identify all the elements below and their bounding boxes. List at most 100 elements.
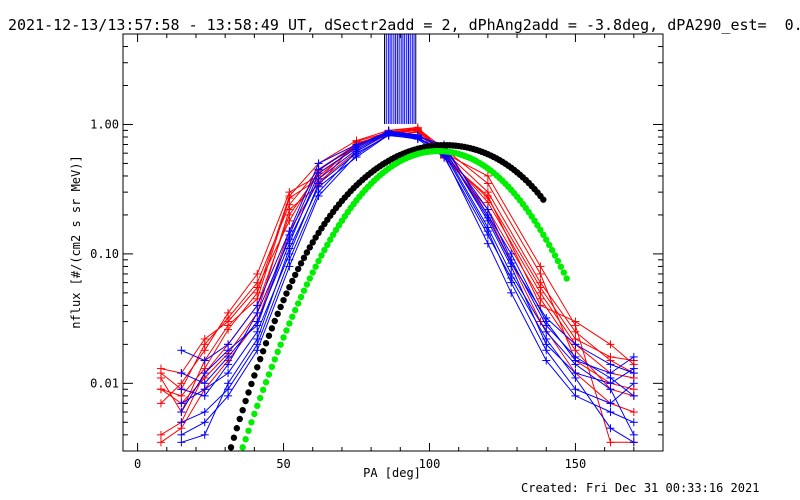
chart-title: 2021-12-13/13:57:58 - 13:58:49 UT, dSect… xyxy=(8,16,800,34)
data-point xyxy=(483,213,492,222)
series-layer xyxy=(156,34,638,451)
fit-point xyxy=(274,310,281,318)
fit-point xyxy=(543,236,550,243)
series-line xyxy=(160,129,634,443)
data-point xyxy=(156,385,165,394)
data-point xyxy=(384,127,393,136)
data-point xyxy=(483,223,492,232)
fit-point xyxy=(289,313,296,320)
data-point xyxy=(606,438,615,447)
data-point xyxy=(483,205,492,214)
data-point xyxy=(314,165,323,174)
fit-point xyxy=(292,306,299,314)
fit-point xyxy=(551,252,559,259)
data-point xyxy=(156,373,165,382)
fit-point xyxy=(294,300,302,307)
data-point xyxy=(571,352,580,361)
fit-point xyxy=(248,380,255,388)
data-point xyxy=(483,194,492,203)
data-point xyxy=(629,352,638,361)
data-point xyxy=(629,379,638,388)
data-point xyxy=(200,369,209,378)
fit-point xyxy=(259,386,267,394)
fit-point xyxy=(534,222,541,229)
series-line xyxy=(181,131,635,384)
data-point xyxy=(177,430,186,439)
data-point xyxy=(177,399,186,408)
fit-point xyxy=(271,317,278,325)
fit-point xyxy=(283,327,290,334)
fit-point xyxy=(242,397,249,405)
data-point xyxy=(285,205,294,214)
data-point xyxy=(483,171,492,180)
fit-point xyxy=(259,348,267,355)
fit-point xyxy=(274,348,281,356)
data-point xyxy=(200,408,209,417)
data-point xyxy=(542,313,551,322)
data-point xyxy=(253,308,262,317)
fit-point xyxy=(560,269,567,276)
data-point xyxy=(253,321,262,330)
data-point xyxy=(536,283,545,292)
data-point xyxy=(629,418,638,427)
fit-point xyxy=(303,249,311,256)
x-tick-label: 150 xyxy=(565,457,587,471)
data-point xyxy=(253,335,262,344)
fit-point xyxy=(309,239,316,246)
fit-point xyxy=(254,364,261,371)
fit-point xyxy=(545,241,553,249)
series-line xyxy=(181,134,635,443)
x-tick-label: 100 xyxy=(419,457,441,471)
data-point xyxy=(224,369,233,378)
fit-point xyxy=(563,275,570,282)
data-point xyxy=(629,438,638,447)
fit-point xyxy=(230,434,238,441)
data-point xyxy=(224,360,233,369)
fit-point xyxy=(242,436,249,443)
fit-point xyxy=(537,226,544,234)
fit-point xyxy=(315,229,322,237)
data-point xyxy=(571,360,580,369)
data-point xyxy=(156,430,165,439)
fit-point xyxy=(318,252,325,259)
data-point xyxy=(571,321,580,330)
fit-point xyxy=(292,271,299,279)
fit-point xyxy=(283,290,290,297)
x-axis-label: PA [deg] xyxy=(363,466,421,480)
data-point xyxy=(629,369,638,378)
fit-point xyxy=(324,241,331,249)
fit-point xyxy=(271,356,278,363)
data-point xyxy=(571,340,580,349)
data-point xyxy=(413,130,422,139)
data-point xyxy=(253,301,262,310)
data-point xyxy=(253,283,262,292)
data-point xyxy=(606,340,615,349)
series-line xyxy=(181,131,635,397)
data-point xyxy=(536,262,545,271)
fit-point xyxy=(300,254,308,262)
axes-layer: 0 50 100 150 0.01 0.10 1.00 xyxy=(90,33,663,471)
data-point xyxy=(253,346,262,355)
data-point xyxy=(156,438,165,447)
data-point xyxy=(285,262,294,271)
data-point xyxy=(177,408,186,417)
data-point xyxy=(177,438,186,447)
series-line xyxy=(160,126,634,397)
fit-point xyxy=(245,389,252,396)
data-point xyxy=(542,335,551,344)
data-point xyxy=(507,274,516,283)
fit-point xyxy=(280,296,287,304)
data-point xyxy=(536,269,545,278)
data-point xyxy=(224,346,233,355)
data-point xyxy=(224,391,233,400)
data-point xyxy=(200,335,209,344)
data-point xyxy=(629,430,638,439)
data-point xyxy=(606,408,615,417)
data-point xyxy=(542,321,551,330)
data-point xyxy=(629,391,638,400)
data-point xyxy=(285,244,294,253)
data-point xyxy=(314,174,323,183)
fit-point xyxy=(312,234,319,241)
data-point xyxy=(606,360,615,369)
